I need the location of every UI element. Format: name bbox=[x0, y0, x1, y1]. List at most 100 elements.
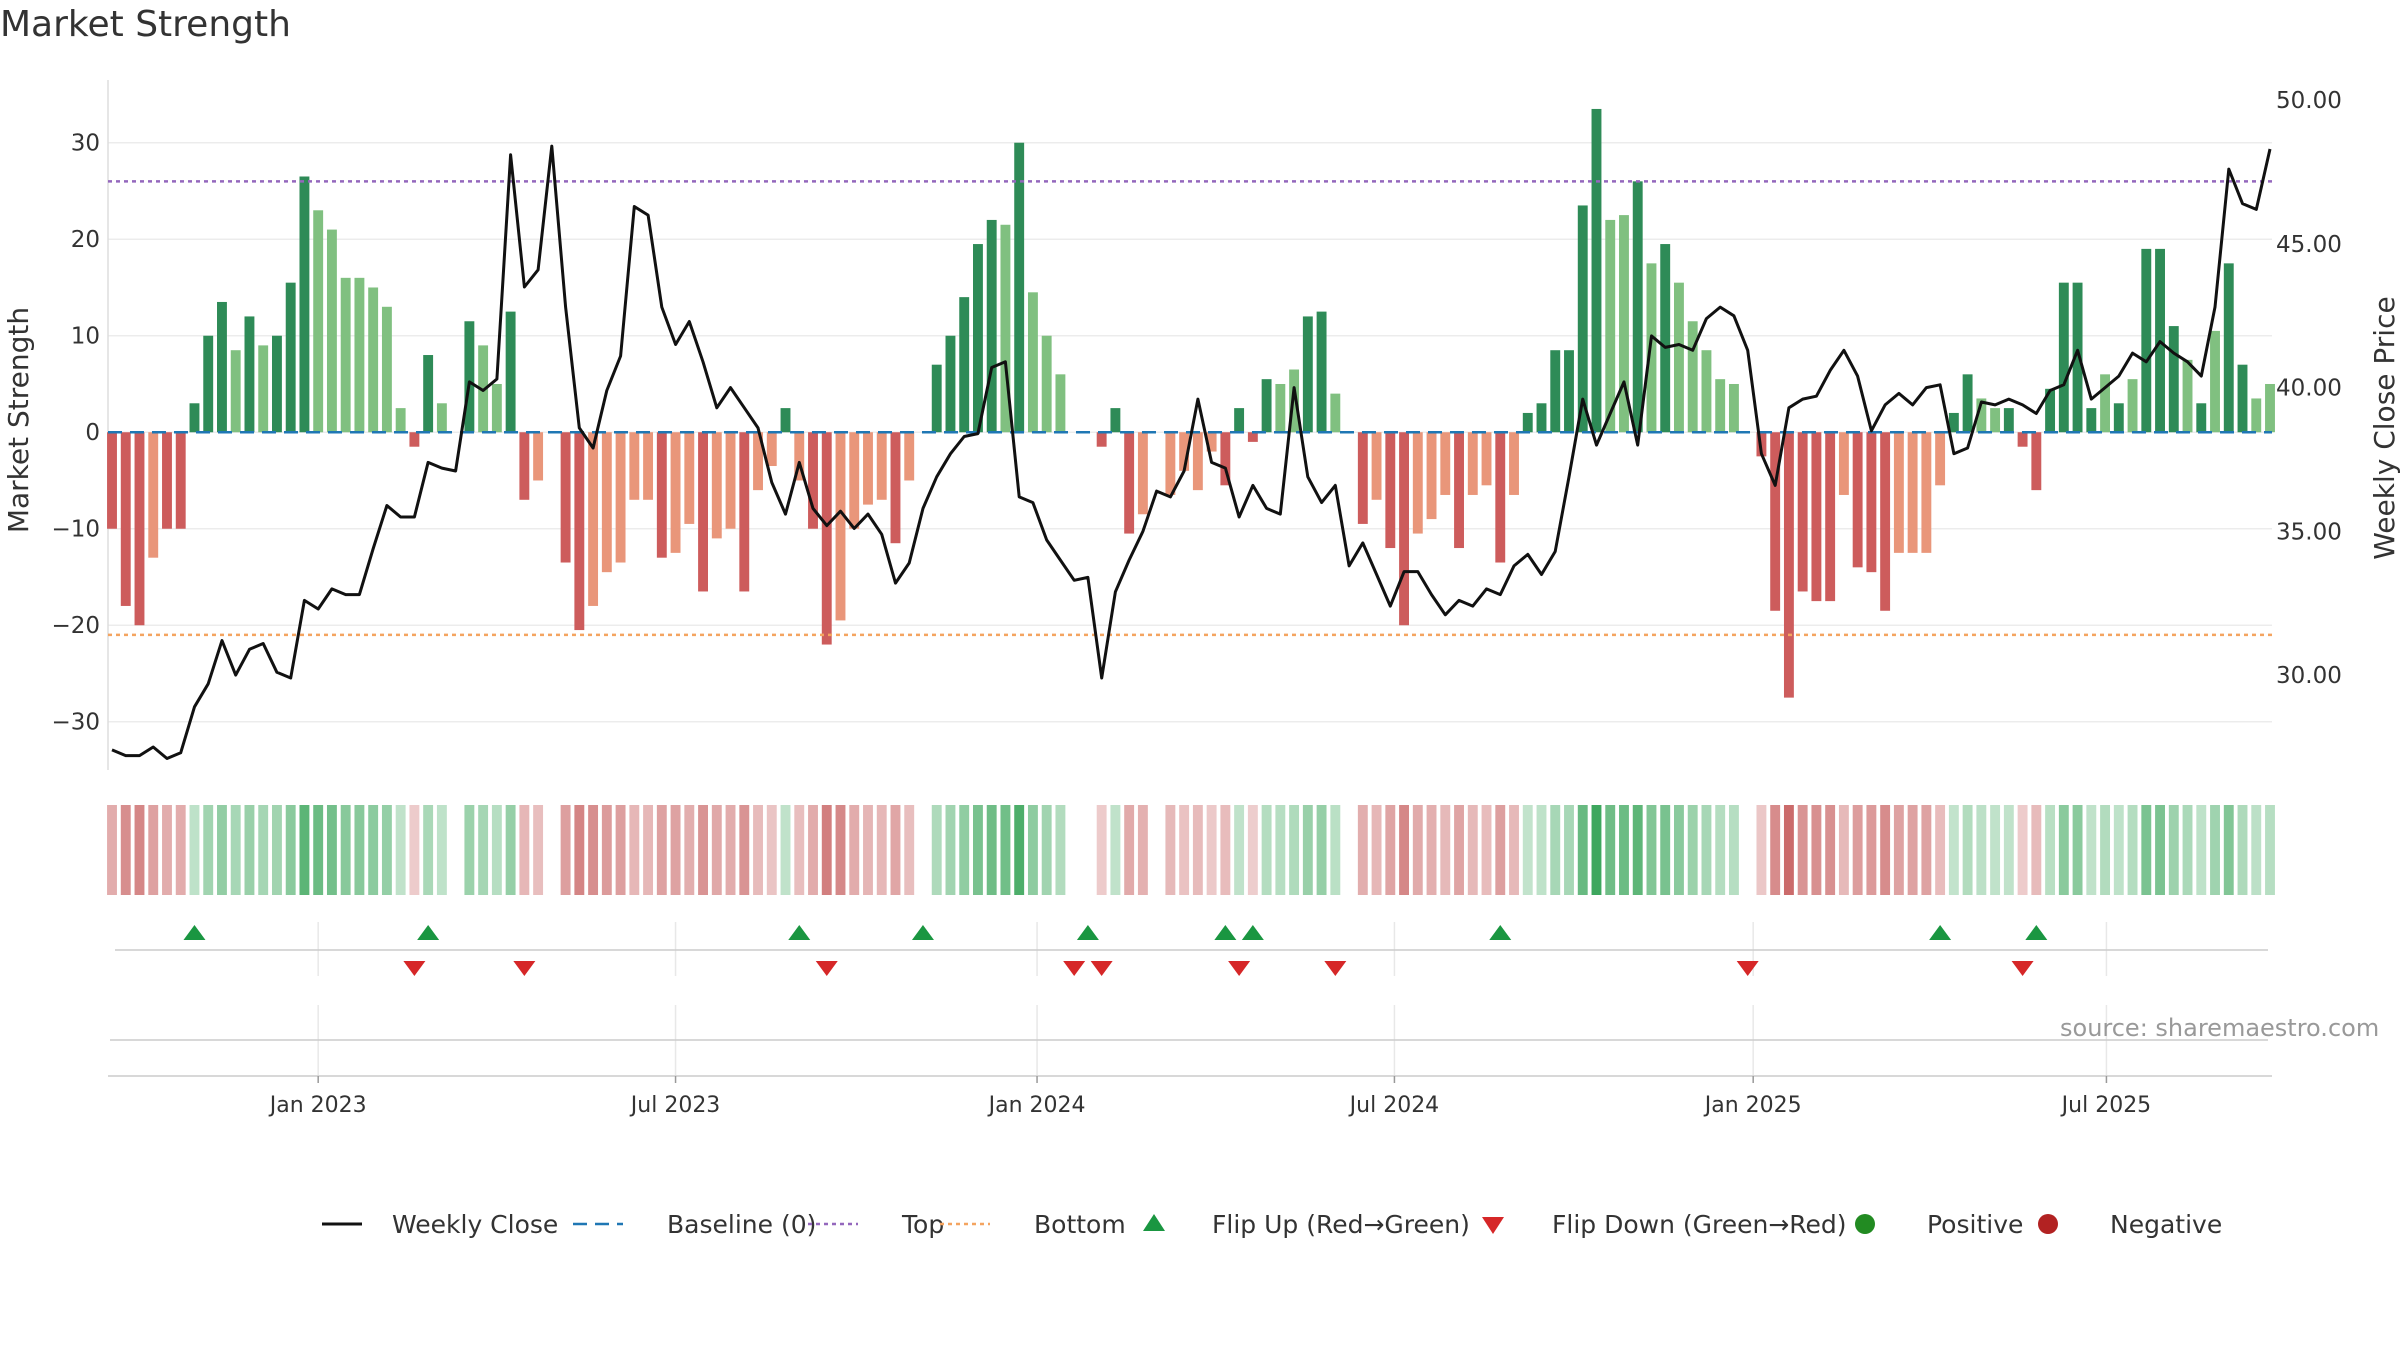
legend-weekly-close-label: Weekly Close bbox=[392, 1210, 558, 1239]
strength-bar bbox=[1481, 432, 1492, 486]
strength-bar bbox=[491, 383, 502, 433]
strength-bar bbox=[1522, 412, 1533, 433]
strength-bar bbox=[1041, 335, 1052, 433]
heat-cell bbox=[1962, 805, 1973, 895]
strength-bar bbox=[1728, 383, 1739, 433]
strength-bar bbox=[189, 403, 200, 433]
heat-cell bbox=[863, 805, 873, 895]
heat-cell bbox=[931, 805, 942, 895]
x-tick-label: Jan 2024 bbox=[987, 1093, 1086, 1118]
strength-bar bbox=[725, 432, 736, 529]
heat-cell bbox=[299, 805, 310, 895]
heat-cell bbox=[684, 805, 695, 895]
strength-bar bbox=[1866, 432, 1877, 573]
y-right-tick-label: 40.00 bbox=[2276, 376, 2342, 402]
strength-bar bbox=[808, 432, 818, 529]
heat-cell bbox=[1014, 805, 1025, 895]
strength-bar bbox=[2210, 330, 2220, 433]
heat-cell bbox=[491, 805, 502, 895]
heat-cell bbox=[1261, 805, 1272, 895]
strength-bar bbox=[1619, 215, 1629, 433]
heat-cell bbox=[2086, 805, 2097, 895]
heat-cell bbox=[162, 805, 172, 895]
legend-swatch-positive bbox=[1855, 1214, 1875, 1234]
strength-bar bbox=[409, 432, 420, 447]
flip-down-marker bbox=[1090, 961, 1113, 976]
strength-bar bbox=[464, 321, 475, 433]
heat-cell bbox=[2100, 805, 2111, 895]
flip-down-marker bbox=[815, 961, 838, 976]
heat-cell bbox=[2155, 805, 2165, 895]
heat-cell bbox=[1302, 805, 1313, 895]
heat-cell bbox=[2003, 805, 2014, 895]
strength-bar bbox=[1990, 408, 2001, 433]
strength-bar bbox=[134, 432, 145, 626]
flip-up-marker bbox=[1241, 925, 1264, 940]
heat-cell bbox=[2113, 805, 2124, 895]
strength-bar bbox=[2141, 248, 2152, 433]
heat-cell bbox=[1756, 805, 1767, 895]
flip-down-marker bbox=[1063, 961, 1086, 976]
heat-cell bbox=[766, 805, 777, 895]
strength-bar bbox=[2086, 408, 2097, 433]
heat-cell bbox=[1179, 805, 1190, 895]
heat-cell bbox=[2196, 805, 2207, 895]
strength-bar bbox=[1137, 432, 1148, 515]
strength-bar bbox=[1096, 432, 1107, 447]
heat-cell bbox=[945, 805, 956, 895]
strength-bar bbox=[505, 311, 516, 433]
strength-bar bbox=[2113, 403, 2124, 433]
heat-cell bbox=[780, 805, 791, 895]
heat-cell bbox=[1316, 805, 1327, 895]
strength-bar bbox=[340, 277, 351, 433]
strength-bar bbox=[1234, 408, 1245, 433]
heat-cell bbox=[258, 805, 269, 895]
flip-down-marker bbox=[403, 961, 426, 976]
heat-cell bbox=[2182, 805, 2193, 895]
heat-cell bbox=[643, 805, 654, 895]
strength-bar bbox=[2196, 403, 2207, 433]
heat-cell bbox=[1687, 805, 1698, 895]
strength-bar bbox=[1454, 432, 1464, 549]
heat-cell bbox=[959, 805, 970, 895]
flip-down-marker bbox=[1736, 961, 1759, 976]
strength-bar bbox=[1124, 432, 1135, 534]
strength-bar bbox=[1811, 432, 1822, 602]
flip-down-marker bbox=[1228, 961, 1251, 976]
strength-bar bbox=[1440, 432, 1451, 495]
flip-up-marker bbox=[417, 925, 440, 940]
strength-bar bbox=[519, 432, 530, 500]
heat-cell bbox=[2168, 805, 2179, 895]
legend-positive-label: Positive bbox=[1927, 1210, 2023, 1239]
strength-bar bbox=[2182, 359, 2193, 433]
heat-cell bbox=[189, 805, 200, 895]
strength-bar bbox=[244, 316, 255, 433]
heat-cell bbox=[2058, 805, 2069, 895]
heat-cell bbox=[1632, 805, 1643, 895]
heat-cell bbox=[1811, 805, 1822, 895]
strength-bar bbox=[1000, 224, 1011, 433]
strength-bar bbox=[354, 277, 365, 433]
heat-cell bbox=[1481, 805, 1492, 895]
heat-cell bbox=[904, 805, 915, 895]
flip-up-marker bbox=[1214, 925, 1237, 940]
heat-cell bbox=[794, 805, 805, 895]
x-tick-label: Jan 2025 bbox=[1703, 1093, 1802, 1118]
strength-bar bbox=[533, 432, 544, 481]
strength-bar bbox=[326, 229, 337, 433]
heat-cell bbox=[1454, 805, 1464, 895]
y-left-tick-label: −10 bbox=[51, 517, 100, 543]
strength-bar bbox=[1014, 142, 1025, 433]
strength-bar bbox=[368, 287, 379, 433]
strength-bar bbox=[2168, 326, 2179, 433]
heat-cell bbox=[533, 805, 544, 895]
heat-cell bbox=[1660, 805, 1671, 895]
heat-cell bbox=[175, 805, 186, 895]
heat-cell bbox=[368, 805, 379, 895]
strength-bar bbox=[1605, 219, 1616, 433]
strength-bar bbox=[1179, 432, 1190, 471]
heat-cell bbox=[656, 805, 667, 895]
heat-cell bbox=[340, 805, 351, 895]
y-left-axis-label: Market Strength bbox=[2, 307, 35, 533]
heat-cell bbox=[134, 805, 145, 895]
